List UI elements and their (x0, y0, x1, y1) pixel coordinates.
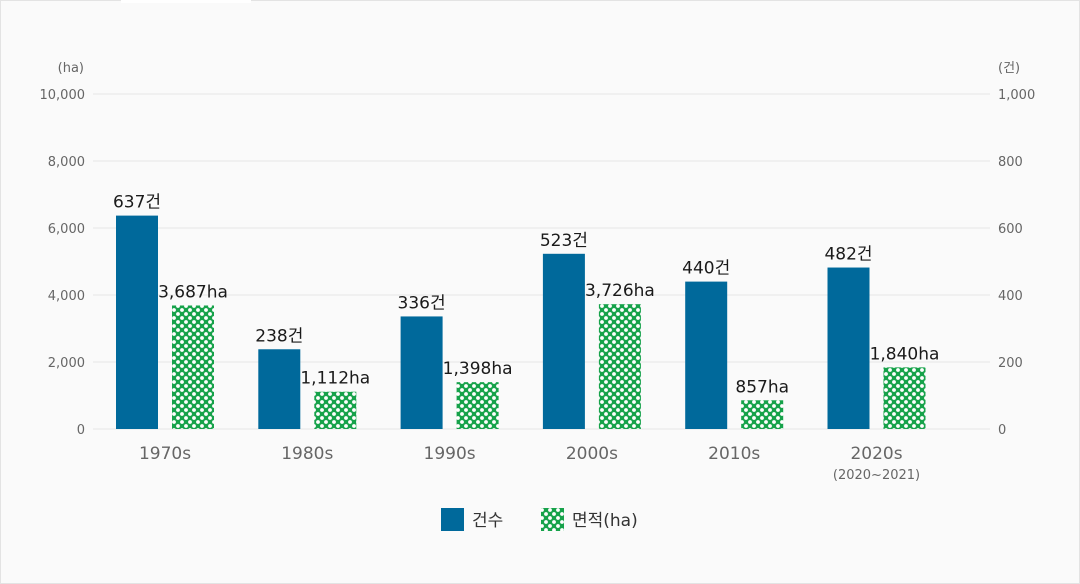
x-axis-tick-label: 1970s (139, 444, 191, 464)
bar-area-2010s (741, 400, 784, 429)
bar-area-1980s (314, 391, 357, 429)
bar-count-1980s (258, 349, 301, 429)
data-label-area: 3,726ha (585, 281, 655, 301)
right-axis-tick-label: 0 (998, 423, 1006, 438)
x-axis-tick-label: 2010s (708, 444, 760, 464)
legend-label-count: 건수 (472, 511, 503, 531)
bar-area-2000s (598, 304, 641, 429)
bar-count-1990s (400, 316, 443, 429)
top-tab-highlight (121, 0, 251, 3)
left-axis-tick-label: 8,000 (48, 155, 85, 170)
bar-area-1990s (456, 382, 499, 429)
right-axis-tick-label: 600 (998, 222, 1023, 237)
x-axis-sublabel: (2020~2021) (833, 468, 920, 483)
data-label-count: 523건 (540, 231, 588, 251)
x-axis-tick-label: 2000s (566, 444, 618, 464)
data-label-area: 857ha (735, 377, 789, 397)
left-axis-tick-label: 0 (77, 423, 85, 438)
data-label-count: 440건 (682, 259, 730, 279)
legend-label-area: 면적(ha) (572, 511, 638, 531)
legend-swatch-area (541, 508, 564, 531)
right-axis-unit: (건) (998, 61, 1020, 76)
data-label-count: 637건 (113, 193, 161, 213)
bar-count-1970s (116, 215, 158, 429)
bar-count-2020s (827, 267, 870, 429)
left-axis-tick-label: 2,000 (48, 356, 85, 371)
left-axis-unit: (ha) (58, 61, 84, 76)
right-axis-tick-label: 1,000 (998, 88, 1035, 103)
bar-area-2020s (883, 367, 926, 429)
left-axis-tick-label: 10,000 (40, 88, 86, 103)
x-axis-tick-label: 2020s (850, 444, 902, 464)
right-axis-tick-label: 800 (998, 155, 1023, 170)
legend-swatch-count (441, 508, 464, 531)
x-axis-tick-label: 1990s (424, 444, 476, 464)
bar-count-2010s (685, 281, 728, 429)
data-label-area: 1,398ha (443, 359, 513, 379)
x-axis-tick-label: 1980s (281, 444, 333, 464)
left-axis-tick-label: 4,000 (48, 289, 85, 304)
data-label-area: 1,840ha (870, 344, 940, 364)
data-label-area: 1,112ha (300, 369, 370, 389)
right-axis-tick-label: 400 (998, 289, 1023, 304)
left-axis-tick-label: 6,000 (48, 222, 85, 237)
right-axis-tick-label: 200 (998, 356, 1023, 371)
data-label-count: 482건 (824, 245, 872, 265)
data-label-count: 238건 (255, 326, 303, 346)
data-label-count: 336건 (398, 293, 446, 313)
bar-count-2000s (542, 253, 585, 429)
bar-area-1970s (172, 305, 214, 429)
data-label-area: 3,687ha (158, 282, 228, 302)
